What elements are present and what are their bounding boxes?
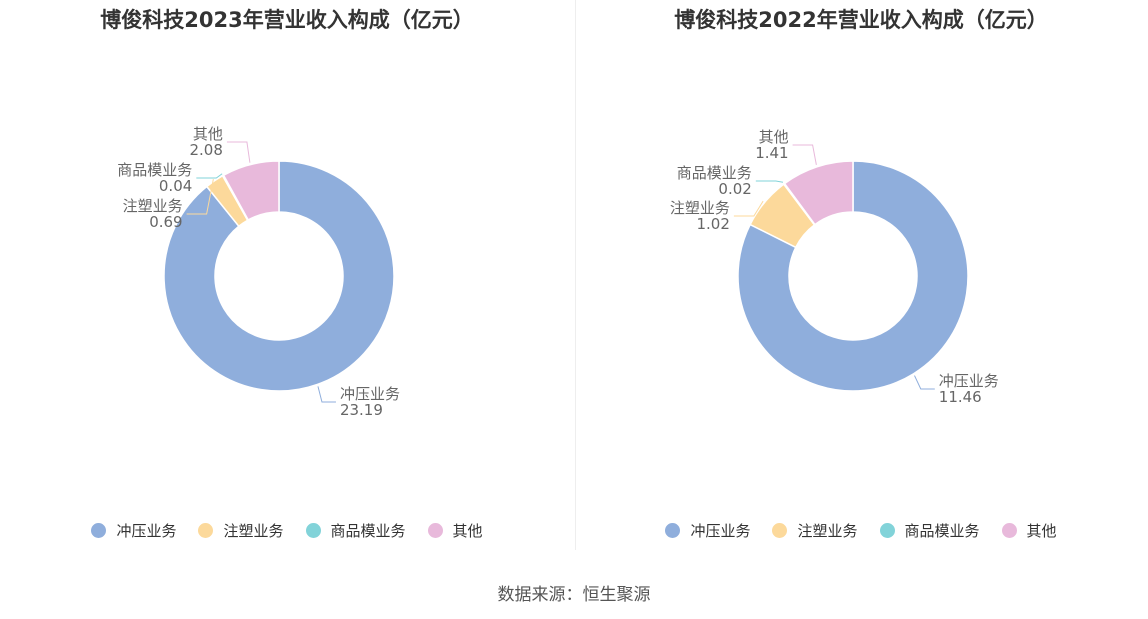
leader-line-mold bbox=[196, 173, 223, 179]
leader-line-injection bbox=[186, 179, 214, 215]
slice-value-injection: 1.02 bbox=[696, 215, 729, 233]
legend-dot-injection bbox=[198, 523, 214, 538]
chart-title: 博俊科技2023年营业收入构成（亿元） bbox=[100, 8, 474, 32]
slice-label-other: 其他 bbox=[193, 125, 223, 143]
slice-stamping[interactable] bbox=[163, 160, 395, 392]
leader-line-other bbox=[792, 144, 817, 165]
data-source: 数据来源：恒生聚源 bbox=[497, 585, 651, 605]
legend-item-other[interactable]: 其他 bbox=[1001, 520, 1057, 541]
slice-label-injection: 注塑业务 bbox=[123, 197, 183, 215]
legend-dot-other bbox=[1001, 523, 1017, 538]
legend-label: 注塑业务 bbox=[797, 522, 858, 540]
legend-item-other[interactable]: 其他 bbox=[427, 520, 483, 541]
slice-stamping[interactable] bbox=[737, 160, 969, 392]
legend-dot-mold bbox=[305, 523, 321, 538]
leader-line-stamping bbox=[914, 375, 935, 390]
panel-divider bbox=[575, 0, 576, 550]
legend-label: 冲压业务 bbox=[116, 522, 177, 540]
legend-item-mold[interactable]: 商品模业务 bbox=[305, 520, 406, 541]
slice-label-stamping: 冲压业务 bbox=[939, 372, 999, 390]
chart-title: 博俊科技2022年营业收入构成（亿元） bbox=[674, 8, 1048, 32]
slice-value-injection: 0.69 bbox=[149, 213, 182, 231]
legend-label: 商品模业务 bbox=[904, 522, 980, 540]
slice-value-stamping: 11.46 bbox=[939, 388, 982, 406]
legend-label: 注塑业务 bbox=[223, 522, 284, 540]
legend-label: 其他 bbox=[1026, 522, 1057, 540]
legend-item-stamping[interactable]: 冲压业务 bbox=[91, 520, 176, 541]
legend: 冲压业务 注塑业务 商品模业务 其他 bbox=[574, 520, 1148, 541]
leader-line-mold bbox=[755, 180, 784, 183]
legend-item-injection[interactable]: 注塑业务 bbox=[198, 520, 284, 541]
legend-dot-stamping bbox=[665, 523, 681, 538]
legend-item-stamping[interactable]: 冲压业务 bbox=[665, 520, 750, 541]
legend-dot-stamping bbox=[91, 523, 107, 538]
legend-item-injection[interactable]: 注塑业务 bbox=[772, 520, 858, 541]
slice-value-mold: 0.02 bbox=[718, 180, 751, 198]
slice-value-mold: 0.04 bbox=[159, 177, 192, 195]
slice-other[interactable] bbox=[783, 160, 854, 226]
legend-dot-injection bbox=[772, 523, 788, 538]
slice-label-mold: 商品模业务 bbox=[117, 161, 192, 179]
slice-value-other: 1.41 bbox=[755, 144, 788, 162]
chart-panel-2023: 博俊科技2023年营业收入构成（亿元） 冲压业务 23.19 注塑业务 0.69 商品模… bbox=[0, 0, 574, 560]
legend-label: 商品模业务 bbox=[330, 522, 406, 540]
chart-panel-2022: 博俊科技2022年营业收入构成（亿元） 冲压业务 11.46 注塑业务 1.02 商品模… bbox=[574, 0, 1148, 560]
leader-line-other bbox=[226, 141, 251, 163]
legend-dot-mold bbox=[879, 523, 895, 538]
slice-value-other: 2.08 bbox=[190, 141, 223, 159]
slice-label-injection: 注塑业务 bbox=[670, 199, 730, 217]
slice-label-stamping: 冲压业务 bbox=[340, 385, 400, 403]
slice-label-other: 其他 bbox=[759, 128, 789, 146]
legend-label: 其他 bbox=[452, 522, 483, 540]
legend: 冲压业务 注塑业务 商品模业务 其他 bbox=[0, 520, 574, 541]
slice-label-mold: 商品模业务 bbox=[677, 164, 752, 182]
legend-label: 冲压业务 bbox=[690, 522, 751, 540]
slice-value-stamping: 23.19 bbox=[340, 401, 383, 419]
slice-other[interactable] bbox=[222, 160, 280, 221]
legend-dot-other bbox=[427, 523, 443, 538]
legend-item-mold[interactable]: 商品模业务 bbox=[879, 520, 980, 541]
leader-line-stamping bbox=[317, 386, 336, 403]
leader-line-injection bbox=[733, 200, 764, 217]
